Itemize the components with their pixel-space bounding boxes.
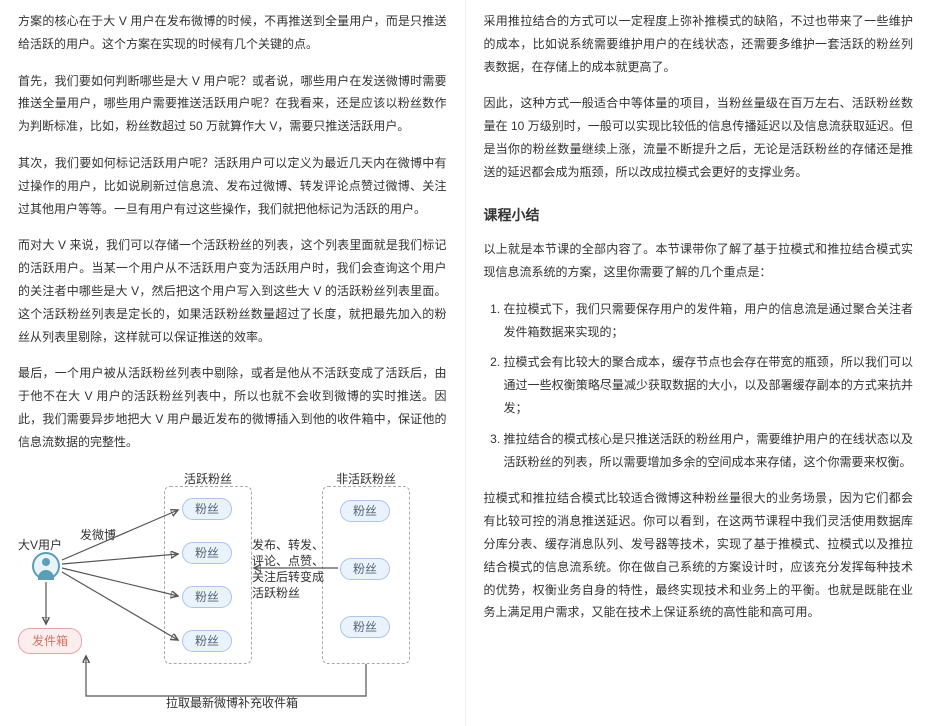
fan: 粉丝	[182, 586, 232, 608]
para: 首先，我们要如何判断哪些是大 V 用户呢？或者说，哪些用户在发送微博时需要推送全…	[18, 70, 447, 138]
bottom-label: 拉取最新微博补充收件箱	[166, 692, 298, 715]
heading: 课程小结	[484, 202, 914, 229]
para: 因此，这种方式一般适合中等体量的项目，当粉丝量级在百万左右、活跃粉丝数量在 10…	[484, 92, 914, 183]
para: 以上就是本节课的全部内容了。本节课带你了解了基于拉模式和推拉结合模式实现信息流系…	[484, 238, 914, 284]
para: 采用推拉结合的方式可以一定程度上弥补推模式的缺陷，不过也带来了一些维护的成本，比…	[484, 10, 914, 78]
para: 拉模式和推拉结合模式比较适合微博这种粉丝量很大的业务场景，因为它们都会有比较可控…	[484, 487, 914, 624]
diagram: 活跃粉丝 非活跃粉丝 大V用户 发微博 发件箱 粉丝 粉丝 粉丝 粉丝 粉丝 粉…	[18, 468, 438, 716]
para: 方案的核心在于大 V 用户在发布微博的时候，不再推送到全量用户，而是只推送给活跃…	[18, 10, 447, 56]
fan: 粉丝	[340, 616, 390, 638]
list-item: 推拉结合的模式核心是只推送活跃的粉丝用户，需要维护用户的在线状态以及活跃粉丝的列…	[504, 428, 914, 474]
para: 最后，一个用户被从活跃粉丝列表中剔除，或者是他从不活跃变成了活跃后，由于他不在大…	[18, 362, 447, 453]
list-item: 拉模式会有比较大的聚合成本，缓存节点也会存在带宽的瓶颈，所以我们可以通过一些权衡…	[504, 351, 914, 419]
para: 其次，我们要如何标记活跃用户呢？活跃用户可以定义为最近几天内在微博中有过操作的用…	[18, 152, 447, 220]
sendbox: 发件箱	[18, 628, 82, 654]
para: 而对大 V 来说，我们可以存储一个活跃粉丝的列表，这个列表里面就是我们标记的活跃…	[18, 234, 447, 348]
user-icon	[32, 552, 60, 580]
fan: 粉丝	[182, 498, 232, 520]
right-column: 采用推拉结合的方式可以一定程度上弥补推模式的缺陷，不过也带来了一些维护的成本，比…	[466, 0, 931, 726]
list-item: 在拉模式下，我们只需要保存用户的发件箱，用户的信息流是通过聚合关注者发件箱数据来…	[504, 298, 914, 344]
left-column: 方案的核心在于大 V 用户在发布微博的时候，不再推送到全量用户，而是只推送给活跃…	[0, 0, 466, 726]
note: 活跃粉丝	[252, 582, 300, 605]
fan: 粉丝	[340, 558, 390, 580]
fan: 粉丝	[340, 500, 390, 522]
fan: 粉丝	[182, 542, 232, 564]
summary-list: 在拉模式下，我们只需要保存用户的发件箱，用户的信息流是通过聚合关注者发件箱数据来…	[484, 298, 914, 474]
label-post: 发微博	[80, 524, 116, 547]
fan: 粉丝	[182, 630, 232, 652]
